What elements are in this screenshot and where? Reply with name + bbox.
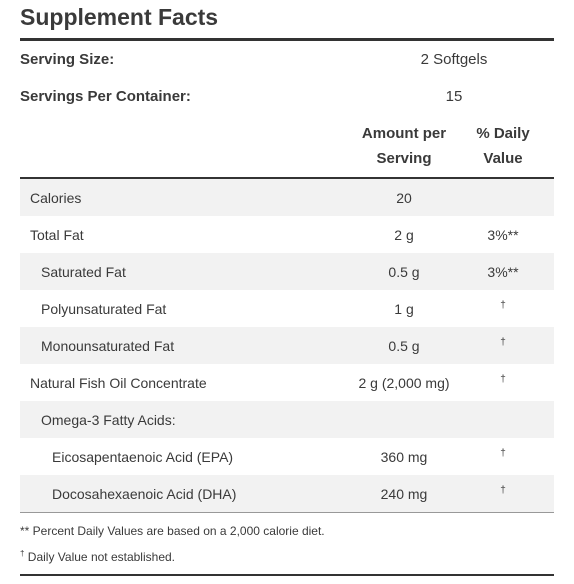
nutrient-row-epa: Eicosapentaenoic Acid (EPA) 360 mg † xyxy=(20,438,554,475)
nutrient-dv: † xyxy=(500,337,506,348)
nutrient-name: Calories xyxy=(30,189,82,206)
nutrient-amount: 1 g xyxy=(394,300,414,317)
nutrient-amount: 240 mg xyxy=(380,485,428,502)
daily-value-header: % Daily Value xyxy=(458,121,548,171)
nutrient-row-calories: Calories 20 xyxy=(20,179,554,216)
nutrient-amount: 20 xyxy=(396,189,412,206)
nutrient-dv: † xyxy=(500,374,506,385)
nutrient-row-dha: Docosahexaenoic Acid (DHA) 240 mg † xyxy=(20,475,554,512)
serving-size-label: Serving Size: xyxy=(20,51,115,68)
nutrient-row-omega3: Omega-3 Fatty Acids: xyxy=(20,401,554,438)
amount-per-serving-header: Amount per Serving xyxy=(344,121,464,171)
dv-header-line2: Value xyxy=(483,150,523,167)
bottom-rule xyxy=(20,574,554,576)
nutrient-dv: 3%** xyxy=(487,226,519,243)
nutrient-name: Omega-3 Fatty Acids: xyxy=(41,411,176,428)
servings-per-container-value: 15 xyxy=(445,88,463,105)
nutrient-row-total-fat: Total Fat 2 g 3%** xyxy=(20,216,554,253)
nutrient-amount: 0.5 g xyxy=(388,337,420,354)
footnote-rule xyxy=(20,512,554,513)
nutrient-row-monounsaturated-fat: Monounsaturated Fat 0.5 g † xyxy=(20,327,554,364)
nutrient-name: Polyunsaturated Fat xyxy=(41,300,167,317)
nutrient-row-saturated-fat: Saturated Fat 0.5 g 3%** xyxy=(20,253,554,290)
header-rule xyxy=(20,177,554,179)
nutrient-name: Eicosapentaenoic Acid (EPA) xyxy=(52,448,234,465)
nutrient-row-polyunsaturated-fat: Polyunsaturated Fat 1 g † xyxy=(20,290,554,327)
nutrient-row-fish-oil: Natural Fish Oil Concentrate 2 g (2,000 … xyxy=(20,364,554,401)
nutrient-dv: 3%** xyxy=(487,263,519,280)
serving-size-value: 2 Softgels xyxy=(420,51,488,68)
footnote-percent-dv: ** Percent Daily Values are based on a 2… xyxy=(20,524,325,538)
nutrient-dv: † xyxy=(500,300,506,311)
amount-header-line2: Serving xyxy=(376,150,432,167)
panel-title: Supplement Facts xyxy=(20,4,219,30)
nutrient-name: Monounsaturated Fat xyxy=(41,337,175,354)
footnote-dv-not-established: † Daily Value not established. xyxy=(20,549,175,564)
nutrient-dv: † xyxy=(500,485,506,496)
nutrient-amount: 360 mg xyxy=(380,448,428,465)
servings-per-container-label: Servings Per Container: xyxy=(20,88,191,105)
dagger-mark: † xyxy=(20,549,25,558)
footnote-text: Daily Value not established. xyxy=(27,550,175,564)
amount-header-line1: Amount per xyxy=(361,125,447,142)
title-rule xyxy=(20,38,554,41)
nutrient-name: Natural Fish Oil Concentrate xyxy=(30,374,207,391)
nutrient-amount: 2 g (2,000 mg) xyxy=(358,374,450,391)
nutrient-name: Docosahexaenoic Acid (DHA) xyxy=(52,485,237,502)
dv-header-line1: % Daily xyxy=(476,125,530,142)
nutrient-amount: 0.5 g xyxy=(388,263,420,280)
nutrient-dv: † xyxy=(500,448,506,459)
nutrient-amount: 2 g xyxy=(394,226,414,243)
nutrient-name: Saturated Fat xyxy=(41,263,126,280)
nutrient-name: Total Fat xyxy=(30,226,84,243)
